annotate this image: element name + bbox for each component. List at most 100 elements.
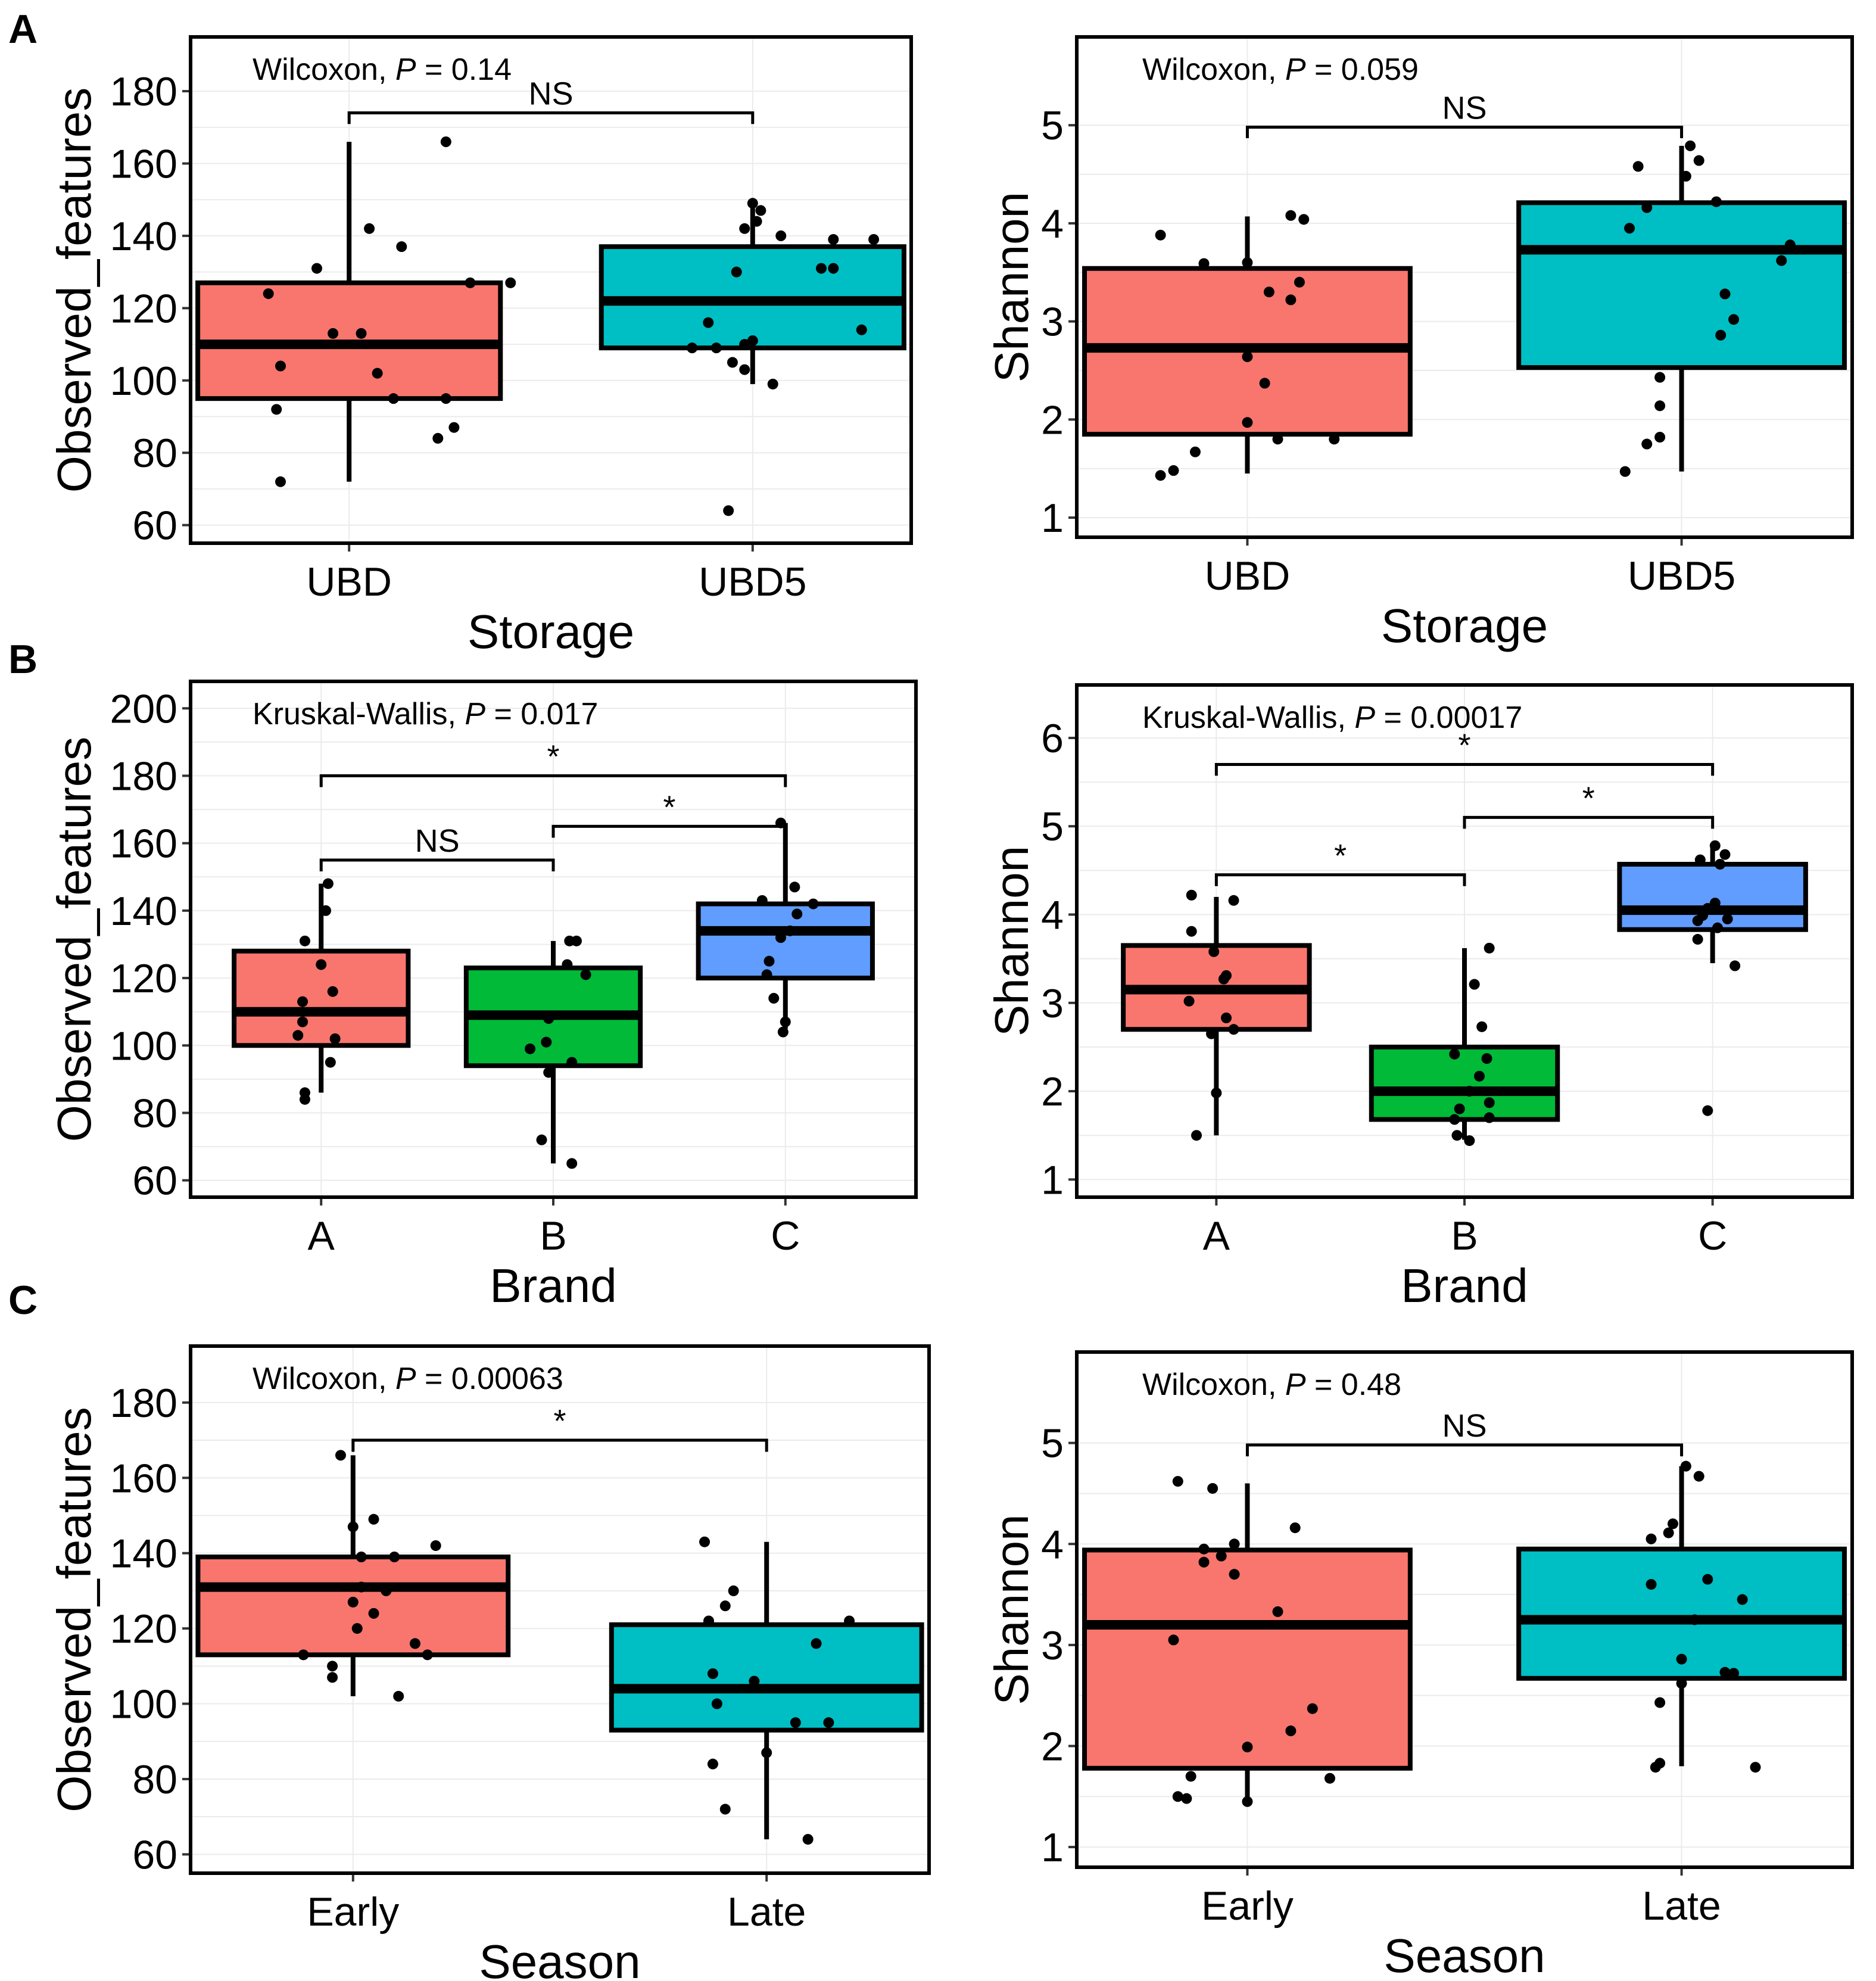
x-tick-label: B — [1451, 1213, 1478, 1259]
significance-label: NS — [415, 823, 460, 859]
data-point — [1680, 1460, 1691, 1472]
significance-bracket — [351, 1438, 768, 1452]
significance-bracket — [551, 824, 787, 838]
panel-border — [189, 1344, 931, 1875]
data-point — [311, 263, 322, 274]
data-point — [1619, 466, 1631, 477]
stat-p-value: = 0.017 — [485, 697, 598, 731]
data-point — [1155, 470, 1166, 481]
y-tick-label: 80 — [132, 1757, 177, 1802]
data-point — [297, 996, 308, 1007]
y-tick-label: 140 — [110, 1531, 177, 1577]
data-point — [703, 1615, 714, 1627]
box-UBD — [1082, 216, 1413, 474]
data-point — [1484, 1112, 1495, 1123]
data-point — [719, 1600, 731, 1612]
data-point — [739, 223, 750, 234]
panel-letter-c: C — [8, 1278, 38, 1323]
x-tick-label: A — [308, 1213, 335, 1259]
data-point — [764, 955, 775, 967]
stat-test-name: Kruskal-Wallis, — [1142, 700, 1354, 735]
data-point — [1654, 400, 1666, 412]
data-point — [711, 1698, 722, 1709]
y-tick-label: 2 — [1041, 1724, 1064, 1769]
data-point — [1229, 1569, 1240, 1580]
data-point — [1263, 286, 1274, 298]
data-point — [1191, 1130, 1202, 1141]
data-point — [328, 328, 339, 339]
y-tick-label: 160 — [110, 821, 177, 867]
data-point — [1216, 1550, 1227, 1562]
x-tick-label: Early — [1201, 1883, 1294, 1929]
data-point — [525, 1043, 536, 1054]
data-point — [1750, 1762, 1761, 1773]
x-tick-label: C — [771, 1213, 800, 1259]
data-point — [731, 266, 742, 278]
data-point — [1722, 913, 1733, 924]
x-tick-label: UBD — [1205, 553, 1291, 599]
stat-annotation: Wilcoxon, P = 0.14 — [253, 52, 512, 87]
significance-bracket — [319, 774, 787, 787]
y-tick-label: 2 — [1041, 1069, 1064, 1114]
y-tick-label: 6 — [1041, 716, 1064, 761]
data-point — [1168, 1634, 1179, 1646]
data-point — [1641, 202, 1653, 213]
data-point — [1710, 196, 1722, 207]
box-iqr — [609, 1622, 924, 1733]
data-point — [727, 357, 738, 368]
y-tick-label: 1 — [1041, 1825, 1064, 1870]
stat-p-value: = 0.00017 — [1375, 700, 1522, 735]
y-tick-label: 5 — [1041, 103, 1064, 148]
y-axis-label: Shannon — [985, 846, 1038, 1036]
y-axis-label: Observed_features — [48, 737, 101, 1142]
data-point — [761, 969, 772, 980]
y-tick-label: 120 — [110, 1606, 177, 1652]
x-axis-label: Storage — [468, 605, 634, 658]
data-point — [1693, 155, 1704, 166]
data-point — [1242, 1796, 1253, 1807]
x-tick-label: Late — [727, 1889, 806, 1935]
x-axis-label: Brand — [1401, 1259, 1528, 1312]
data-point — [749, 1675, 760, 1687]
data-point — [1186, 889, 1197, 901]
data-point — [432, 432, 444, 444]
data-point — [329, 1033, 341, 1044]
data-point — [1689, 1614, 1700, 1625]
data-point — [1667, 1518, 1678, 1530]
data-point — [1172, 1476, 1183, 1487]
data-point — [755, 205, 766, 216]
data-point — [739, 364, 750, 375]
x-axis-label: Season — [1383, 1929, 1545, 1981]
significance-label: NS — [528, 76, 573, 112]
panel-border — [1075, 35, 1854, 539]
box-Early — [1082, 1483, 1413, 1802]
stat-p-symbol: P — [465, 697, 485, 731]
y-tick-label: 60 — [132, 1158, 177, 1204]
data-point — [271, 404, 282, 415]
data-point — [1449, 1048, 1460, 1060]
stat-test-name: Kruskal-Wallis, — [253, 697, 465, 731]
data-point — [1272, 1606, 1283, 1617]
y-tick-label: 140 — [110, 214, 177, 259]
box-UBD — [195, 142, 503, 482]
x-axis-label: Season — [479, 1935, 640, 1981]
panel-border — [1075, 683, 1854, 1199]
x-tick-label: Late — [1642, 1883, 1721, 1929]
panel-letter-b: B — [8, 637, 38, 682]
data-point — [1481, 1053, 1492, 1064]
y-tick-label: 4 — [1041, 1522, 1064, 1567]
stat-test-name: Wilcoxon, — [1142, 52, 1285, 87]
data-point — [756, 895, 768, 906]
data-point — [777, 1026, 789, 1038]
y-axis-label: Shannon — [985, 1514, 1038, 1705]
data-point — [1189, 446, 1201, 457]
stat-p-symbol: P — [395, 1362, 416, 1396]
data-point — [1451, 1130, 1463, 1141]
data-point — [388, 393, 399, 404]
data-point — [747, 335, 758, 346]
data-point — [1473, 1070, 1485, 1082]
data-point — [327, 1661, 338, 1672]
data-point — [1702, 1574, 1713, 1585]
